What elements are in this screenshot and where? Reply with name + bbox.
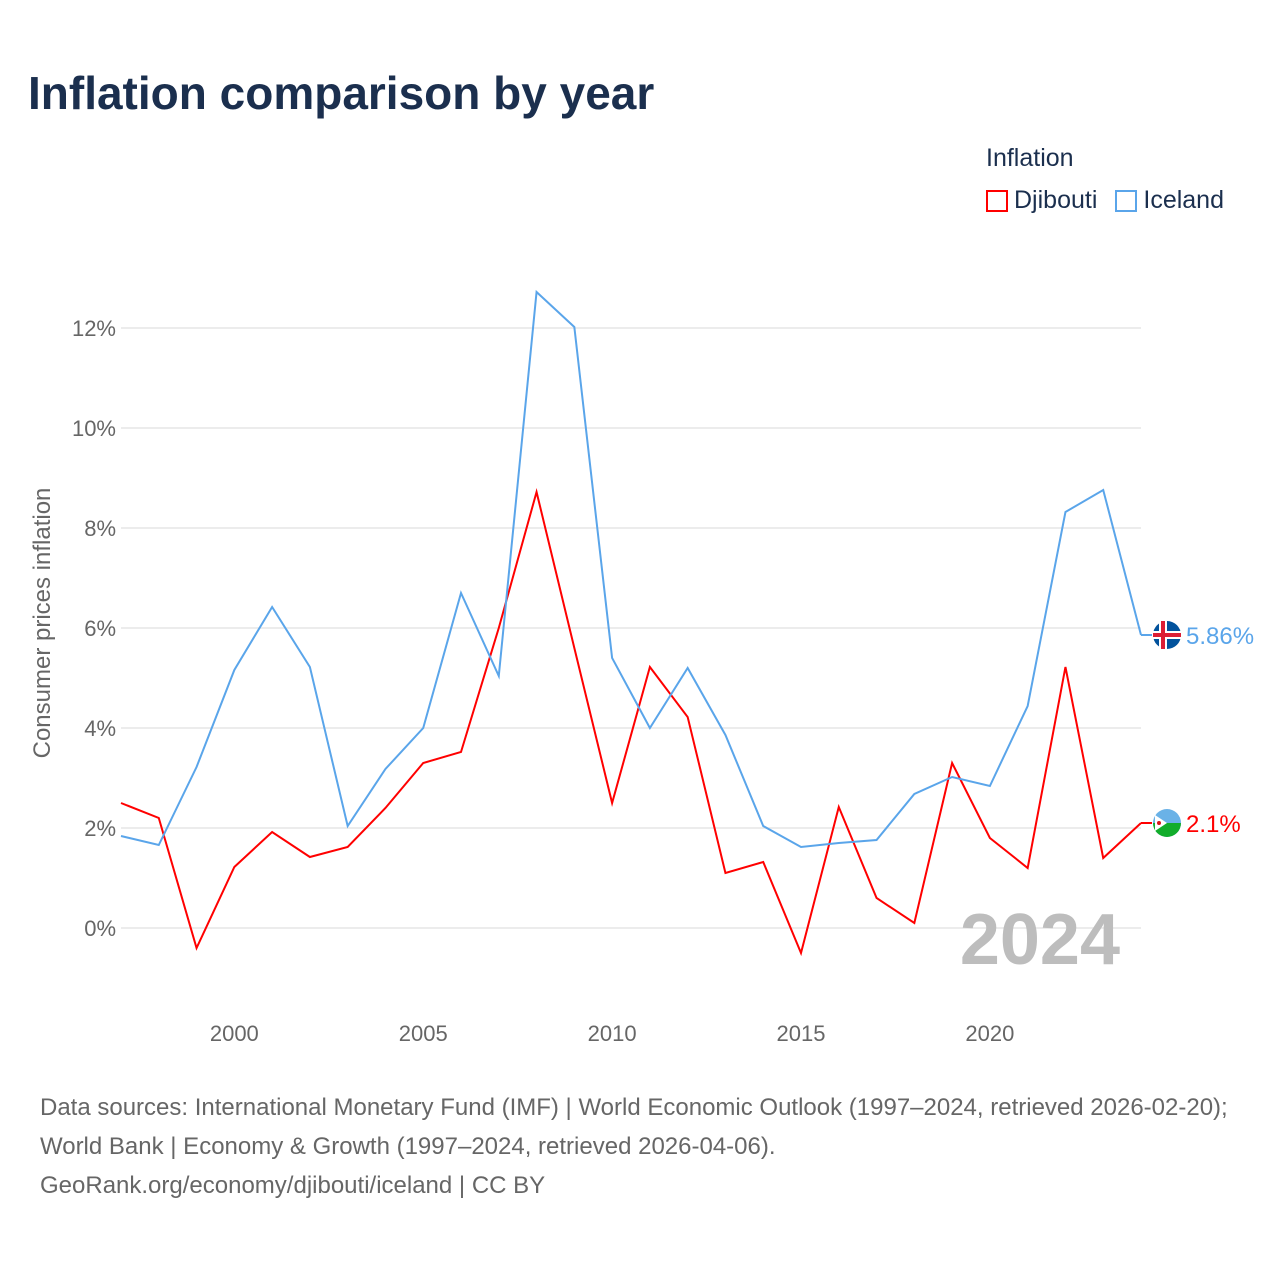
data-point-djibouti[interactable] <box>722 870 728 876</box>
data-point-djibouti[interactable] <box>987 835 993 841</box>
data-point-iceland[interactable] <box>836 840 842 846</box>
data-point-iceland[interactable] <box>496 673 502 679</box>
data-point-iceland[interactable] <box>798 844 804 850</box>
data-point-djibouti[interactable] <box>609 800 615 806</box>
data-point-iceland[interactable] <box>571 324 577 330</box>
data-point-iceland[interactable] <box>307 664 313 670</box>
y-tick-label: 0% <box>84 916 116 941</box>
y-tick-label: 6% <box>84 616 116 641</box>
data-point-iceland[interactable] <box>609 655 615 661</box>
data-point-djibouti[interactable] <box>269 829 275 835</box>
data-point-iceland[interactable] <box>458 590 464 596</box>
data-point-djibouti[interactable] <box>420 760 426 766</box>
data-point-djibouti[interactable] <box>458 749 464 755</box>
data-point-iceland[interactable] <box>911 791 917 797</box>
data-point-djibouti[interactable] <box>1100 855 1106 861</box>
y-axis-label: Consumer prices inflation <box>29 488 56 759</box>
data-point-iceland[interactable] <box>382 766 388 772</box>
legend-item-iceland[interactable]: Iceland <box>1115 186 1224 215</box>
data-point-iceland[interactable] <box>874 837 880 843</box>
data-point-iceland[interactable] <box>987 783 993 789</box>
flag-icon-iceland <box>1153 621 1181 649</box>
data-point-djibouti[interactable] <box>382 805 388 811</box>
data-point-djibouti[interactable] <box>194 945 200 951</box>
data-point-iceland[interactable] <box>194 764 200 770</box>
legend-item-djibouti[interactable]: Djibouti <box>986 186 1097 215</box>
data-point-djibouti[interactable] <box>571 645 577 651</box>
y-tick-label: 4% <box>84 716 116 741</box>
data-point-djibouti[interactable] <box>118 800 124 806</box>
credit-link[interactable]: GeoRank.org/economy/djibouti/iceland | C… <box>40 1172 546 1199</box>
data-point-djibouti[interactable] <box>760 859 766 865</box>
data-point-djibouti[interactable] <box>534 489 540 495</box>
x-tick-label: 2000 <box>210 1021 259 1046</box>
x-tick-label: 2015 <box>777 1021 826 1046</box>
data-point-iceland[interactable] <box>231 667 237 673</box>
legend-label: Djibouti <box>1014 186 1098 214</box>
data-point-djibouti[interactable] <box>836 804 842 810</box>
data-point-djibouti[interactable] <box>496 625 502 631</box>
data-point-iceland[interactable] <box>1062 509 1068 515</box>
legend-label: Iceland <box>1143 186 1224 214</box>
data-point-iceland[interactable] <box>118 833 124 839</box>
data-point-djibouti[interactable] <box>647 664 653 670</box>
data-point-iceland[interactable] <box>685 665 691 671</box>
end-value-label-djibouti: 2.1% <box>1186 811 1241 838</box>
year-watermark: 2024 <box>960 900 1120 980</box>
series-line-djibouti[interactable] <box>120 488 1142 957</box>
footer: Data sources: International Monetary Fun… <box>40 1088 1250 1205</box>
y-tick-label: 2% <box>84 816 116 841</box>
data-point-iceland[interactable] <box>1025 703 1031 709</box>
data-point-djibouti[interactable] <box>1062 664 1068 670</box>
end-value-label-iceland: 5.86% <box>1186 623 1254 650</box>
data-point-iceland[interactable] <box>647 725 653 731</box>
data-point-iceland[interactable] <box>269 604 275 610</box>
data-point-iceland[interactable] <box>156 842 162 848</box>
data-point-iceland[interactable] <box>760 823 766 829</box>
data-point-iceland[interactable] <box>420 725 426 731</box>
legend: Djibouti Iceland <box>986 186 1224 215</box>
series-line-iceland[interactable] <box>120 289 1142 849</box>
data-point-djibouti[interactable] <box>685 714 691 720</box>
data-point-djibouti[interactable] <box>911 920 917 926</box>
data-point-djibouti[interactable] <box>949 760 955 766</box>
x-tick-label: 2005 <box>399 1021 448 1046</box>
data-point-djibouti[interactable] <box>156 815 162 821</box>
y-tick-label: 12% <box>72 316 116 341</box>
legend-swatch-djibouti <box>986 190 1008 212</box>
data-point-djibouti[interactable] <box>1025 865 1031 871</box>
data-point-iceland[interactable] <box>345 823 351 829</box>
data-point-djibouti[interactable] <box>231 864 237 870</box>
data-point-djibouti[interactable] <box>874 895 880 901</box>
data-point-djibouti[interactable] <box>798 950 804 956</box>
x-tick-label: 2020 <box>965 1021 1014 1046</box>
x-tick-label: 2010 <box>588 1021 637 1046</box>
data-point-iceland[interactable] <box>722 732 728 738</box>
flag-icon-djibouti <box>1153 809 1181 837</box>
y-tick-label: 10% <box>72 416 116 441</box>
legend-swatch-iceland <box>1115 190 1138 212</box>
legend-title: Inflation <box>986 144 1074 172</box>
chart-title: Inflation comparison by year <box>28 67 655 119</box>
data-point-iceland[interactable] <box>949 774 955 780</box>
y-tick-label: 8% <box>84 516 116 541</box>
data-sources: Data sources: International Monetary Fun… <box>40 1094 1228 1160</box>
data-point-djibouti[interactable] <box>345 844 351 850</box>
data-point-iceland[interactable] <box>534 289 540 295</box>
data-point-djibouti[interactable] <box>307 854 313 860</box>
data-point-iceland[interactable] <box>1100 487 1106 493</box>
